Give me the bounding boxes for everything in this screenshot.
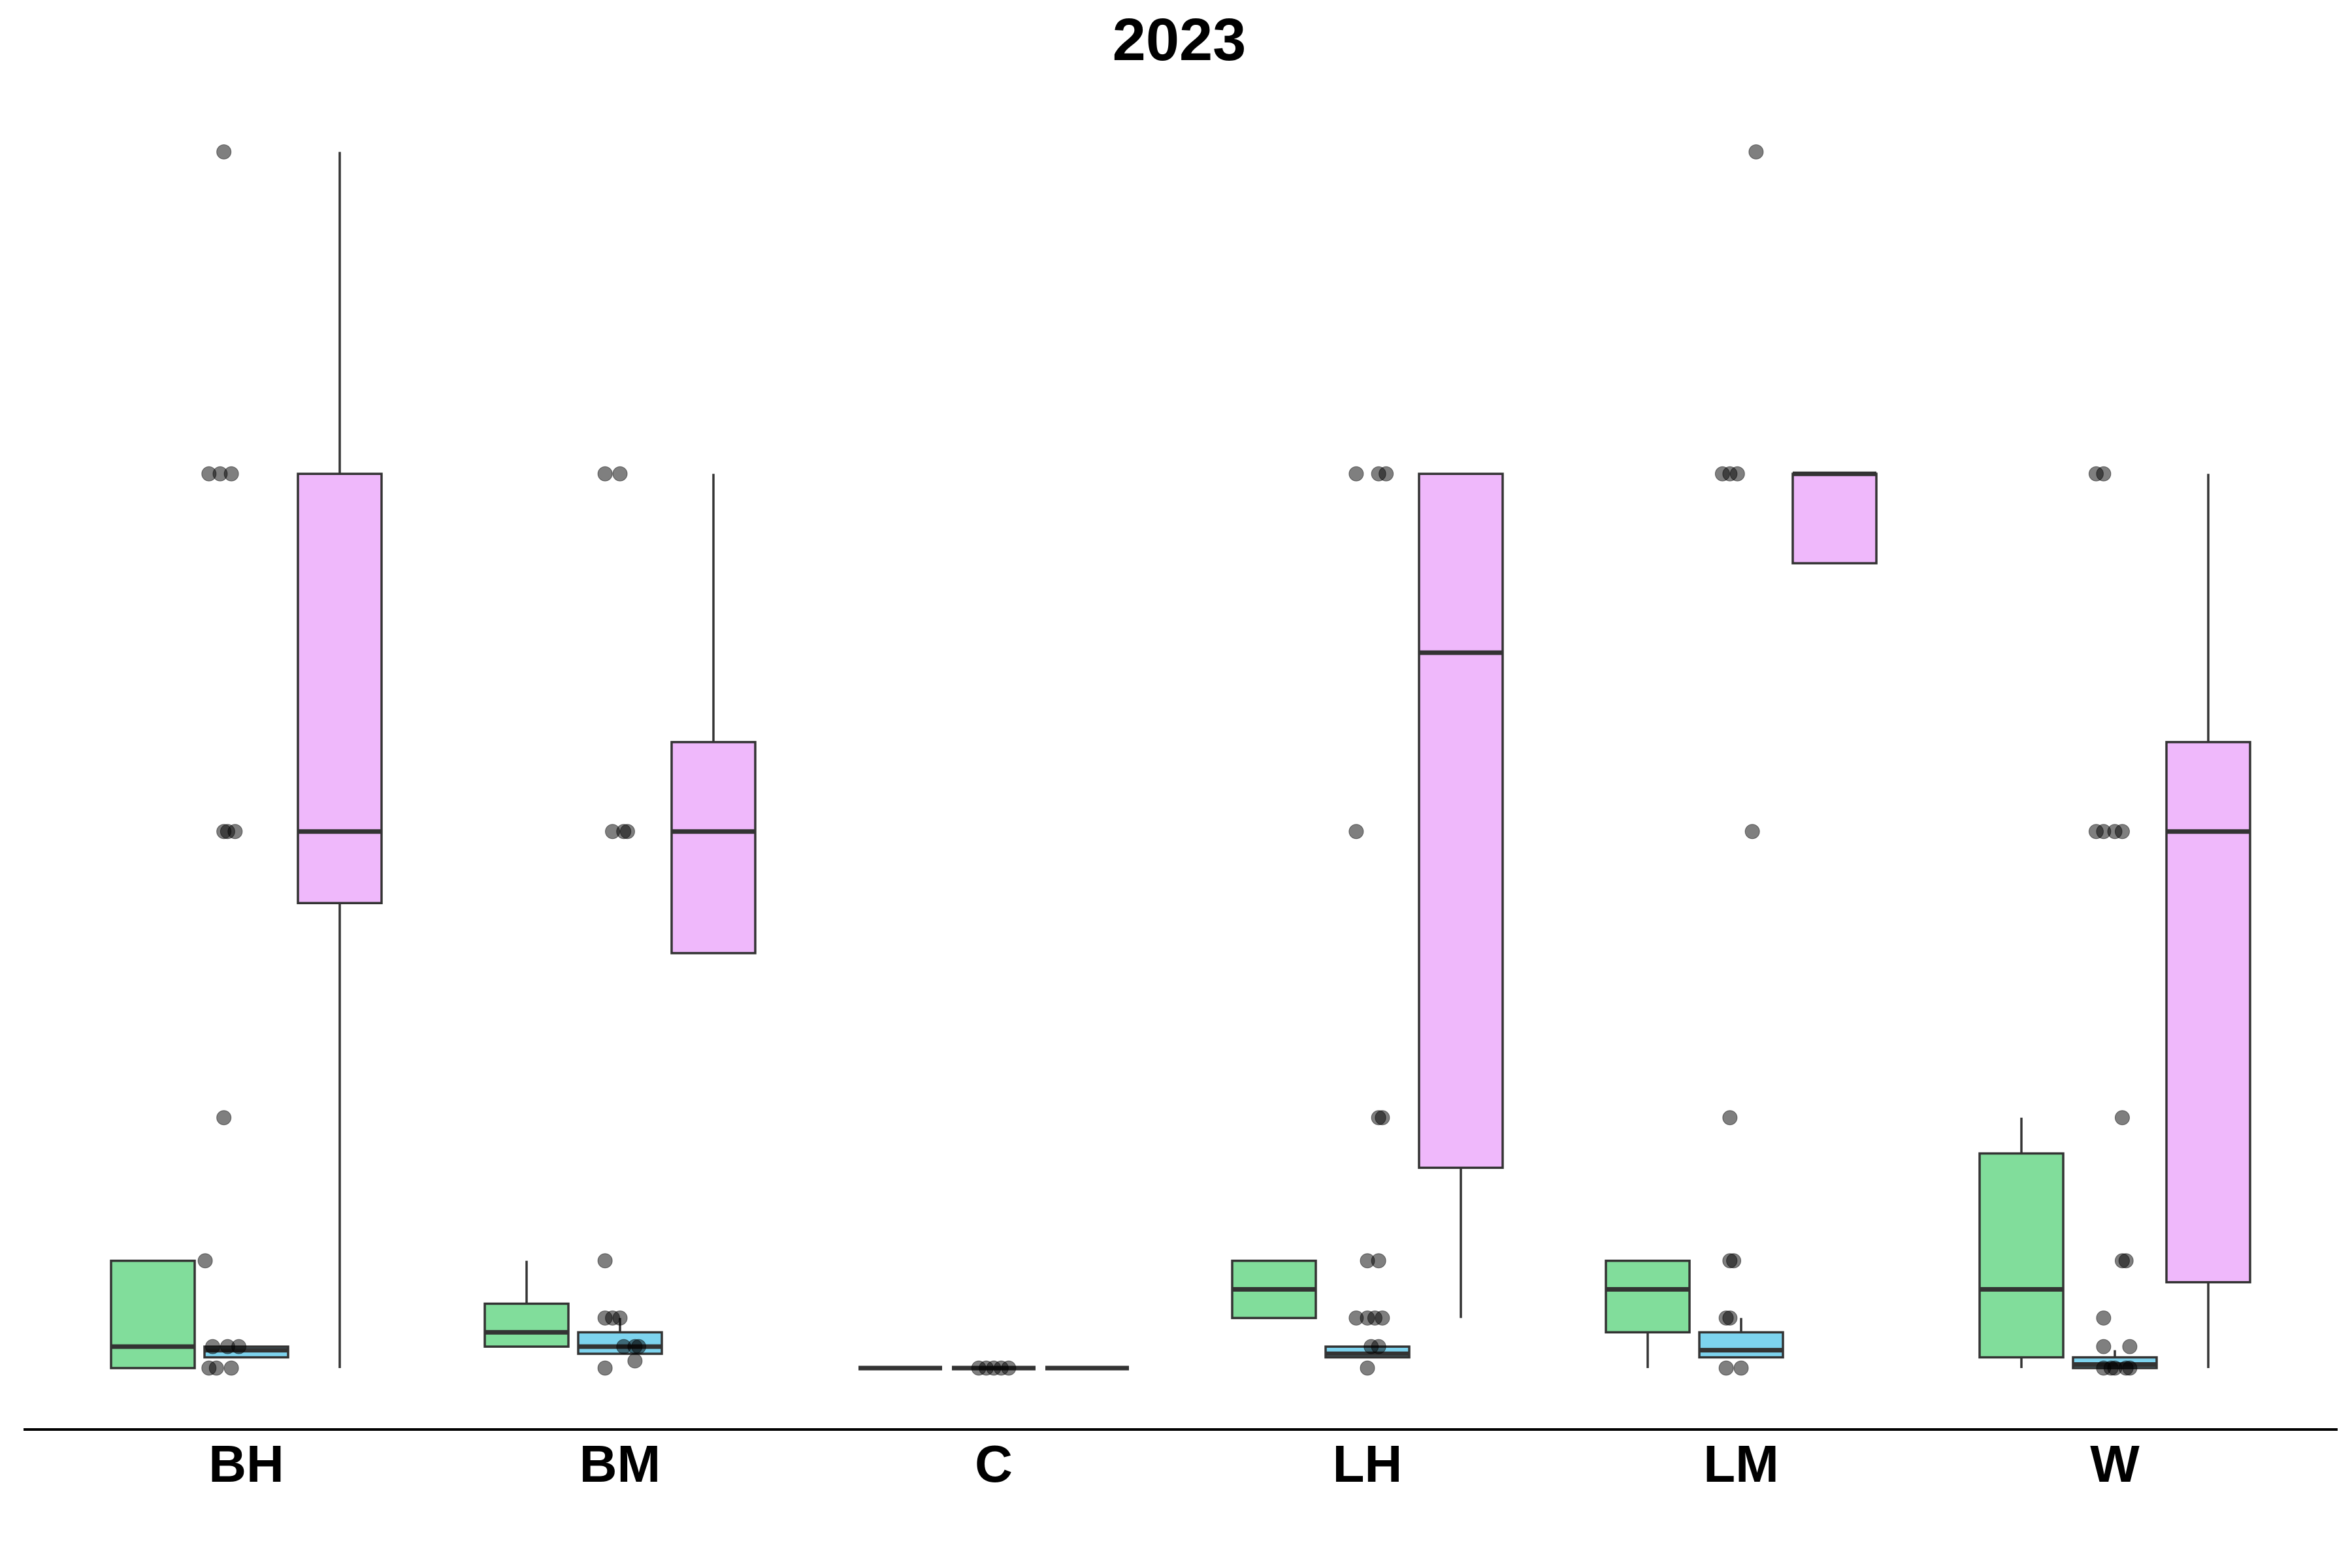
x-tick-label-C: C bbox=[975, 1435, 1013, 1493]
data-point bbox=[197, 1253, 213, 1269]
data-point bbox=[1718, 1360, 1734, 1376]
point-group bbox=[197, 144, 2138, 1376]
data-point bbox=[1744, 824, 1760, 840]
x-tick-label-W: W bbox=[2090, 1435, 2140, 1493]
box-BM-3 bbox=[670, 474, 757, 955]
data-point bbox=[223, 1360, 239, 1376]
data-point bbox=[1371, 1253, 1386, 1269]
x-tick-labels: BH BM C LH LM W bbox=[208, 1435, 2140, 1493]
data-point bbox=[1375, 1110, 1390, 1126]
box-BH-3 bbox=[297, 152, 383, 1368]
data-point bbox=[1722, 1110, 1738, 1126]
box-LM-2 bbox=[1698, 1318, 1784, 1359]
box-W-1 bbox=[1978, 1117, 2065, 1368]
data-point bbox=[2114, 824, 2130, 840]
data-point bbox=[597, 1360, 613, 1376]
x-tick-label-LM: LM bbox=[1703, 1435, 1779, 1493]
box-body bbox=[1978, 1152, 2065, 1359]
data-point bbox=[1726, 1253, 1742, 1269]
data-point bbox=[2096, 466, 2112, 482]
x-tick-label-LH: LH bbox=[1333, 1435, 1403, 1493]
box-LM-1 bbox=[1605, 1260, 1691, 1368]
data-point bbox=[1748, 144, 1764, 159]
chart-title: 2023 bbox=[1113, 7, 1247, 73]
box-LH-1 bbox=[1231, 1260, 1317, 1320]
box-LM-3 bbox=[1791, 471, 1878, 564]
box-BM-1 bbox=[483, 1260, 570, 1348]
data-point bbox=[1375, 1310, 1390, 1326]
box-body bbox=[297, 472, 383, 904]
data-point bbox=[1348, 824, 1364, 840]
data-point bbox=[223, 466, 239, 482]
box-body bbox=[110, 1260, 196, 1369]
data-point bbox=[2096, 1310, 2112, 1326]
data-point bbox=[216, 1110, 232, 1126]
data-point bbox=[1360, 1360, 1375, 1376]
data-point bbox=[1729, 466, 1745, 482]
data-point bbox=[2118, 1253, 2134, 1269]
data-point bbox=[612, 466, 628, 482]
box-body bbox=[1418, 472, 1504, 1169]
data-point bbox=[205, 1339, 221, 1354]
data-point bbox=[619, 824, 635, 840]
data-point bbox=[1371, 1339, 1386, 1354]
box-body bbox=[1605, 1260, 1691, 1333]
box-body bbox=[1698, 1331, 1784, 1359]
data-point bbox=[1733, 1360, 1749, 1376]
data-point bbox=[1001, 1360, 1017, 1376]
box-body bbox=[670, 741, 757, 955]
box-LH-3 bbox=[1418, 472, 1504, 1318]
data-point bbox=[612, 1310, 628, 1326]
data-point bbox=[2122, 1339, 2138, 1354]
box-body bbox=[483, 1302, 570, 1348]
x-tick-label-BH: BH bbox=[208, 1435, 284, 1493]
box-W-3 bbox=[2165, 474, 2251, 1368]
data-point bbox=[631, 1339, 647, 1354]
data-point bbox=[597, 466, 613, 482]
data-point bbox=[627, 1353, 643, 1369]
data-point bbox=[2096, 1339, 2112, 1354]
box-group bbox=[110, 152, 2251, 1371]
data-point bbox=[231, 1339, 247, 1354]
data-point bbox=[2114, 1110, 2130, 1126]
data-point bbox=[1379, 466, 1394, 482]
x-tick-label-BM: BM bbox=[580, 1435, 661, 1493]
box-body bbox=[1791, 472, 1878, 564]
data-point bbox=[1348, 466, 1364, 482]
box-BH-1 bbox=[110, 1260, 196, 1369]
data-point bbox=[1722, 1310, 1738, 1326]
data-point bbox=[597, 1253, 613, 1269]
box-body bbox=[2165, 741, 2251, 1284]
data-point bbox=[208, 1360, 224, 1376]
data-point bbox=[216, 144, 232, 159]
data-point bbox=[2122, 1360, 2138, 1376]
data-point bbox=[220, 824, 235, 840]
